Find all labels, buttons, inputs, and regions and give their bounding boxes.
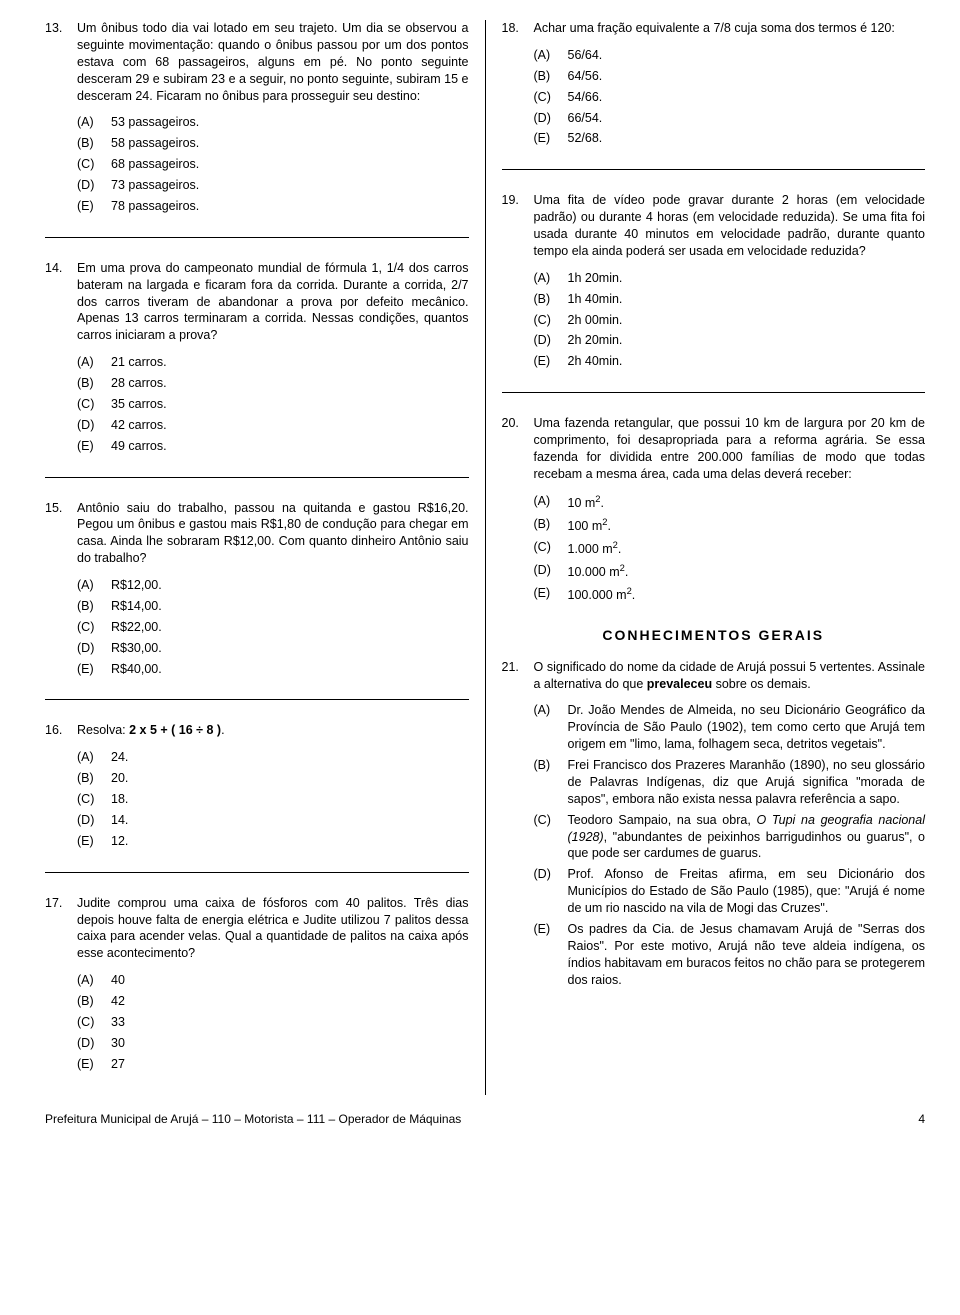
question-20: 20. Uma fazenda retangular, que possui 1… bbox=[502, 415, 926, 604]
q21-text: O significado do nome da cidade de Arujá… bbox=[534, 659, 926, 693]
q20-number: 20. bbox=[502, 415, 534, 483]
q21-opt-b: (B)Frei Francisco dos Prazeres Maranhão … bbox=[534, 757, 926, 808]
q16-opt-b: (B)20. bbox=[77, 770, 469, 787]
q18-opt-d: (D)66/54. bbox=[534, 110, 926, 127]
q15-opt-c: (C)R$22,00. bbox=[77, 619, 469, 636]
q16-text: Resolva: 2 x 5 + ( 16 ÷ 8 ). bbox=[77, 722, 469, 739]
q15-opt-e: (E)R$40,00. bbox=[77, 661, 469, 678]
q13-opt-a: (A)53 passageiros. bbox=[77, 114, 469, 131]
q16-opt-c: (C)18. bbox=[77, 791, 469, 808]
q19-opt-a: (A)1h 20min. bbox=[534, 270, 926, 287]
q19-opt-d: (D)2h 20min. bbox=[534, 332, 926, 349]
question-21: 21. O significado do nome da cidade de A… bbox=[502, 659, 926, 989]
q14-opt-e: (E)49 carros. bbox=[77, 438, 469, 455]
q21-opt-a: (A)Dr. João Mendes de Almeida, no seu Di… bbox=[534, 702, 926, 753]
separator bbox=[45, 872, 469, 873]
question-14: 14. Em uma prova do campeonato mundial d… bbox=[45, 260, 469, 455]
footer-page-number: 4 bbox=[918, 1111, 925, 1127]
separator bbox=[45, 699, 469, 700]
q15-opt-a: (A)R$12,00. bbox=[77, 577, 469, 594]
q20-text: Uma fazenda retangular, que possui 10 km… bbox=[534, 415, 926, 483]
q19-text: Uma fita de vídeo pode gravar durante 2 … bbox=[534, 192, 926, 260]
q21-opt-d: (D)Prof. Afonso de Freitas afirma, em se… bbox=[534, 866, 926, 917]
q13-opt-d: (D)73 passageiros. bbox=[77, 177, 469, 194]
question-13: 13. Um ônibus todo dia vai lotado em seu… bbox=[45, 20, 469, 215]
q14-opt-d: (D)42 carros. bbox=[77, 417, 469, 434]
question-15: 15. Antônio saiu do trabalho, passou na … bbox=[45, 500, 469, 678]
q13-opt-b: (B)58 passageiros. bbox=[77, 135, 469, 152]
q17-text: Judite comprou uma caixa de fósforos com… bbox=[77, 895, 469, 963]
section-title: CONHECIMENTOS GERAIS bbox=[502, 626, 926, 645]
q13-opt-c: (C)68 passageiros. bbox=[77, 156, 469, 173]
q14-opt-a: (A)21 carros. bbox=[77, 354, 469, 371]
q18-opt-c: (C)54/66. bbox=[534, 89, 926, 106]
q14-text: Em uma prova do campeonato mundial de fó… bbox=[77, 260, 469, 344]
q13-text: Um ônibus todo dia vai lotado em seu tra… bbox=[77, 20, 469, 104]
q13-number: 13. bbox=[45, 20, 77, 104]
q20-opt-a: (A)10 m2. bbox=[534, 493, 926, 512]
q18-opt-b: (B)64/56. bbox=[534, 68, 926, 85]
q14-opt-b: (B)28 carros. bbox=[77, 375, 469, 392]
q17-opt-d: (D)30 bbox=[77, 1035, 469, 1052]
q20-opt-e: (E)100.000 m2. bbox=[534, 585, 926, 604]
right-column: 18. Achar uma fração equivalente a 7/8 c… bbox=[486, 20, 926, 1095]
q16-opt-d: (D)14. bbox=[77, 812, 469, 829]
q16-opt-a: (A)24. bbox=[77, 749, 469, 766]
q17-opt-b: (B)42 bbox=[77, 993, 469, 1010]
separator bbox=[45, 237, 469, 238]
q21-number: 21. bbox=[502, 659, 534, 693]
q21-opt-e: (E)Os padres da Cia. de Jesus chamavam A… bbox=[534, 921, 926, 989]
q18-text: Achar uma fração equivalente a 7/8 cuja … bbox=[534, 20, 926, 37]
q15-opt-b: (B)R$14,00. bbox=[77, 598, 469, 615]
q18-opt-e: (E)52/68. bbox=[534, 130, 926, 147]
question-17: 17. Judite comprou uma caixa de fósforos… bbox=[45, 895, 469, 1073]
separator bbox=[502, 169, 926, 170]
q16-number: 16. bbox=[45, 722, 77, 739]
q20-opt-d: (D)10.000 m2. bbox=[534, 562, 926, 581]
left-column: 13. Um ônibus todo dia vai lotado em seu… bbox=[45, 20, 485, 1095]
q19-number: 19. bbox=[502, 192, 534, 260]
q19-opt-e: (E)2h 40min. bbox=[534, 353, 926, 370]
q14-opt-c: (C)35 carros. bbox=[77, 396, 469, 413]
q19-opt-b: (B)1h 40min. bbox=[534, 291, 926, 308]
q16-opt-e: (E)12. bbox=[77, 833, 469, 850]
q18-number: 18. bbox=[502, 20, 534, 37]
q14-number: 14. bbox=[45, 260, 77, 344]
separator bbox=[502, 392, 926, 393]
question-18: 18. Achar uma fração equivalente a 7/8 c… bbox=[502, 20, 926, 147]
q17-opt-a: (A)40 bbox=[77, 972, 469, 989]
page-body: 13. Um ônibus todo dia vai lotado em seu… bbox=[0, 0, 960, 1105]
q19-opt-c: (C)2h 00min. bbox=[534, 312, 926, 329]
question-19: 19. Uma fita de vídeo pode gravar durant… bbox=[502, 192, 926, 370]
q15-number: 15. bbox=[45, 500, 77, 568]
page-footer: Prefeitura Municipal de Arujá – 110 – Mo… bbox=[0, 1105, 960, 1137]
question-16: 16. Resolva: 2 x 5 + ( 16 ÷ 8 ). (A)24. … bbox=[45, 722, 469, 849]
footer-left: Prefeitura Municipal de Arujá – 110 – Mo… bbox=[45, 1111, 461, 1127]
separator bbox=[45, 477, 469, 478]
q17-opt-e: (E)27 bbox=[77, 1056, 469, 1073]
q20-opt-b: (B)100 m2. bbox=[534, 516, 926, 535]
q15-text: Antônio saiu do trabalho, passou na quit… bbox=[77, 500, 469, 568]
q17-opt-c: (C)33 bbox=[77, 1014, 469, 1031]
q21-opt-c: (C)Teodoro Sampaio, na sua obra, O Tupi … bbox=[534, 812, 926, 863]
q18-opt-a: (A)56/64. bbox=[534, 47, 926, 64]
q13-opt-e: (E)78 passageiros. bbox=[77, 198, 469, 215]
q15-opt-d: (D)R$30,00. bbox=[77, 640, 469, 657]
q20-opt-c: (C)1.000 m2. bbox=[534, 539, 926, 558]
q17-number: 17. bbox=[45, 895, 77, 963]
